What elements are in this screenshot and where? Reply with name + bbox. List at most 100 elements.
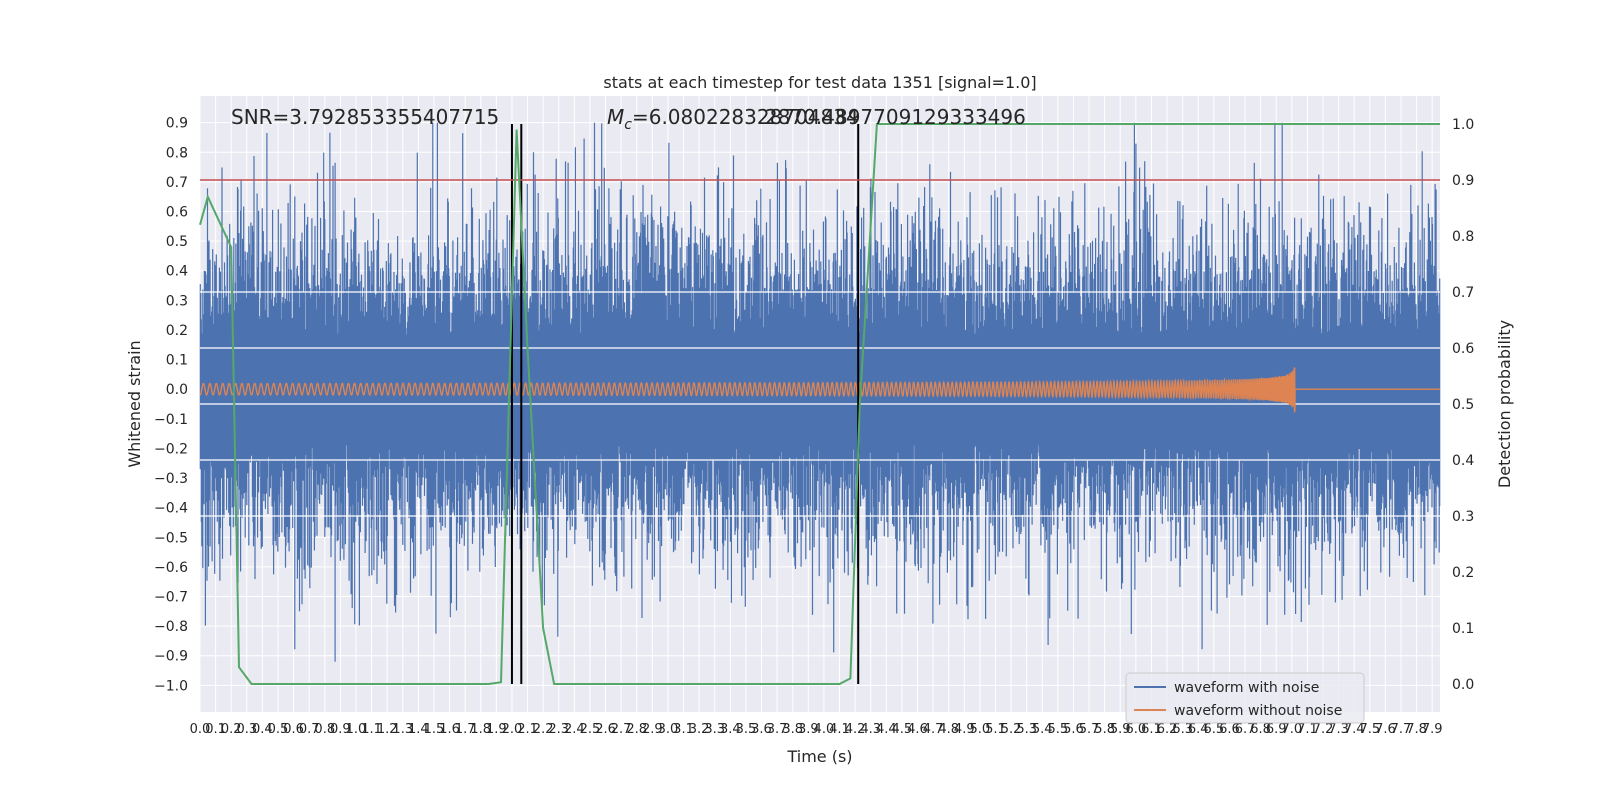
x-tick-label: 1.1 — [361, 722, 382, 737]
left-y-tick-label: 0.4 — [166, 264, 188, 280]
left-y-axis-label: Whitened strain — [125, 340, 144, 467]
x-tick-label: 5.9 — [1110, 722, 1131, 737]
x-tick-label: 1.0 — [346, 722, 367, 737]
left-y-tick-label: −0.2 — [154, 441, 188, 457]
x-tick-label: 1.4 — [408, 722, 429, 737]
x-tick-label: 6.5 — [1203, 722, 1224, 737]
x-tick-label: 5.8 — [1094, 722, 1115, 737]
x-tick-label: 7.6 — [1375, 722, 1396, 737]
x-tick-label: 3.2 — [689, 722, 710, 737]
right-axis-gridlines — [200, 291, 1440, 517]
x-tick-label: 2.3 — [548, 722, 569, 737]
left-y-tick-label: −0.9 — [154, 649, 188, 665]
x-tick-label: 4.5 — [892, 722, 913, 737]
x-tick-label: 3.6 — [751, 722, 772, 737]
right-y-tick-label: 0.3 — [1452, 509, 1474, 525]
overlap-annotation: 2870.4897709129333496 — [765, 105, 1026, 129]
x-tick-label: 3.4 — [720, 722, 741, 737]
x-tick-label: 2.4 — [564, 722, 585, 737]
x-tick-label: 4.4 — [876, 722, 897, 737]
x-tick-label: 5.4 — [1032, 722, 1053, 737]
x-tick-label: 5.0 — [970, 722, 991, 737]
x-tick-label: 5.1 — [985, 722, 1006, 737]
x-tick-label: 5.6 — [1063, 722, 1084, 737]
x-tick-label: 1.3 — [392, 722, 413, 737]
x-tick-label: 6.6 — [1219, 722, 1240, 737]
right-y-tick-label: 0.7 — [1452, 285, 1474, 301]
left-y-tick-label: −1.0 — [154, 678, 188, 694]
left-y-tick-label: −0.5 — [154, 530, 188, 546]
x-tick-label: 7.9 — [1422, 722, 1443, 737]
x-tick-label: 6.4 — [1188, 722, 1209, 737]
x-tick-label: 7.0 — [1281, 722, 1302, 737]
x-tick-label: 3.8 — [782, 722, 803, 737]
mc-symbol: M — [607, 105, 624, 129]
right-y-tick-label: 0.8 — [1452, 229, 1474, 245]
x-tick-label: 7.3 — [1328, 722, 1349, 737]
x-tick-label: 1.5 — [424, 722, 445, 737]
x-tick-label: 4.2 — [845, 722, 866, 737]
x-tick-label: 1.8 — [470, 722, 491, 737]
x-tick-label: 3.3 — [704, 722, 725, 737]
x-tick-label: 2.8 — [626, 722, 647, 737]
x-tick-label: 5.2 — [1001, 722, 1022, 737]
x-tick-label: 3.0 — [658, 722, 679, 737]
right-y-tick-label: 0.6 — [1452, 341, 1474, 357]
left-y-tick-label: 0.9 — [166, 116, 188, 132]
x-tick-label: 6.9 — [1266, 722, 1287, 737]
chirp-mass-annotation: Mc=6.080228328704834 — [607, 105, 859, 133]
left-y-tick-label: 0.0 — [166, 382, 188, 398]
left-y-tick-label: −0.8 — [154, 619, 188, 635]
left-y-tick-label: −0.6 — [154, 560, 188, 576]
mc-subscript: c — [624, 117, 632, 133]
x-tick-label: 7.1 — [1297, 722, 1318, 737]
x-tick-label: 0.3 — [236, 722, 257, 737]
x-tick-label: 7.7 — [1391, 722, 1412, 737]
x-tick-label: 5.3 — [1016, 722, 1037, 737]
x-tick-label: 6.1 — [1141, 722, 1162, 737]
left-y-tick-labels: 0.9 0.8 0.7 0.6 0.5 0.4 0.3 0.2 0.1 0.0 −0.1 −0.2 −0… — [154, 116, 188, 695]
x-tick-label: 0.7 — [299, 722, 320, 737]
right-y-tick-label: 0.0 — [1452, 677, 1474, 693]
x-tick-label: 7.4 — [1344, 722, 1365, 737]
detection-probability-line — [199, 123, 1440, 685]
left-y-tick-label: −0.3 — [154, 471, 188, 487]
x-tick-label: 2.0 — [502, 722, 523, 737]
left-y-tick-label: 0.6 — [166, 205, 188, 221]
right-y-tick-label: 0.4 — [1452, 453, 1474, 469]
x-tick-label: 4.3 — [860, 722, 881, 737]
x-tick-label: 4.9 — [954, 722, 975, 737]
right-y-tick-labels: 1.0 0.9 0.8 0.7 0.6 0.5 0.4 0.3 0.2 0.1 0.0 — [1452, 117, 1474, 693]
right-y-tick-label: 0.9 — [1452, 173, 1474, 189]
x-tick-label: 4.7 — [923, 722, 944, 737]
x-tick-label: 6.0 — [1126, 722, 1147, 737]
chart-title: stats at each timestep for test data 135… — [603, 73, 1036, 92]
x-tick-label: 0.9 — [330, 722, 351, 737]
x-tick-label: 3.7 — [767, 722, 788, 737]
x-tick-label: 1.2 — [377, 722, 398, 737]
mc-value: =6.080228328704834 — [632, 105, 859, 129]
left-y-tick-label: 0.3 — [166, 293, 188, 309]
x-tick-label: 1.9 — [486, 722, 507, 737]
right-y-tick-label: 0.1 — [1452, 621, 1474, 637]
right-y-tick-label: 0.2 — [1452, 565, 1474, 581]
x-tick-label: 2.7 — [611, 722, 632, 737]
x-tick-label: 2.1 — [517, 722, 538, 737]
right-y-axis-label: Detection probability — [1495, 320, 1514, 488]
chirp-trace — [199, 367, 1440, 413]
legend-box — [1125, 672, 1365, 724]
right-y-tick-label: 1.0 — [1452, 117, 1474, 133]
x-tick-label: 0.0 — [190, 722, 211, 737]
x-tick-label: 7.5 — [1359, 722, 1380, 737]
x-tick-label: 3.5 — [736, 722, 757, 737]
x-tick-label: 4.0 — [814, 722, 835, 737]
x-tick-label: 0.1 — [205, 722, 226, 737]
x-tick-label: 0.6 — [283, 722, 304, 737]
x-tick-label: 0.4 — [252, 722, 273, 737]
legend-label-clean: waveform without noise — [1174, 703, 1342, 719]
x-tick-label: 7.8 — [1406, 722, 1427, 737]
x-tick-label: 4.1 — [829, 722, 850, 737]
left-y-tick-label: 0.2 — [166, 323, 188, 339]
left-y-tick-label: 0.7 — [166, 175, 188, 191]
